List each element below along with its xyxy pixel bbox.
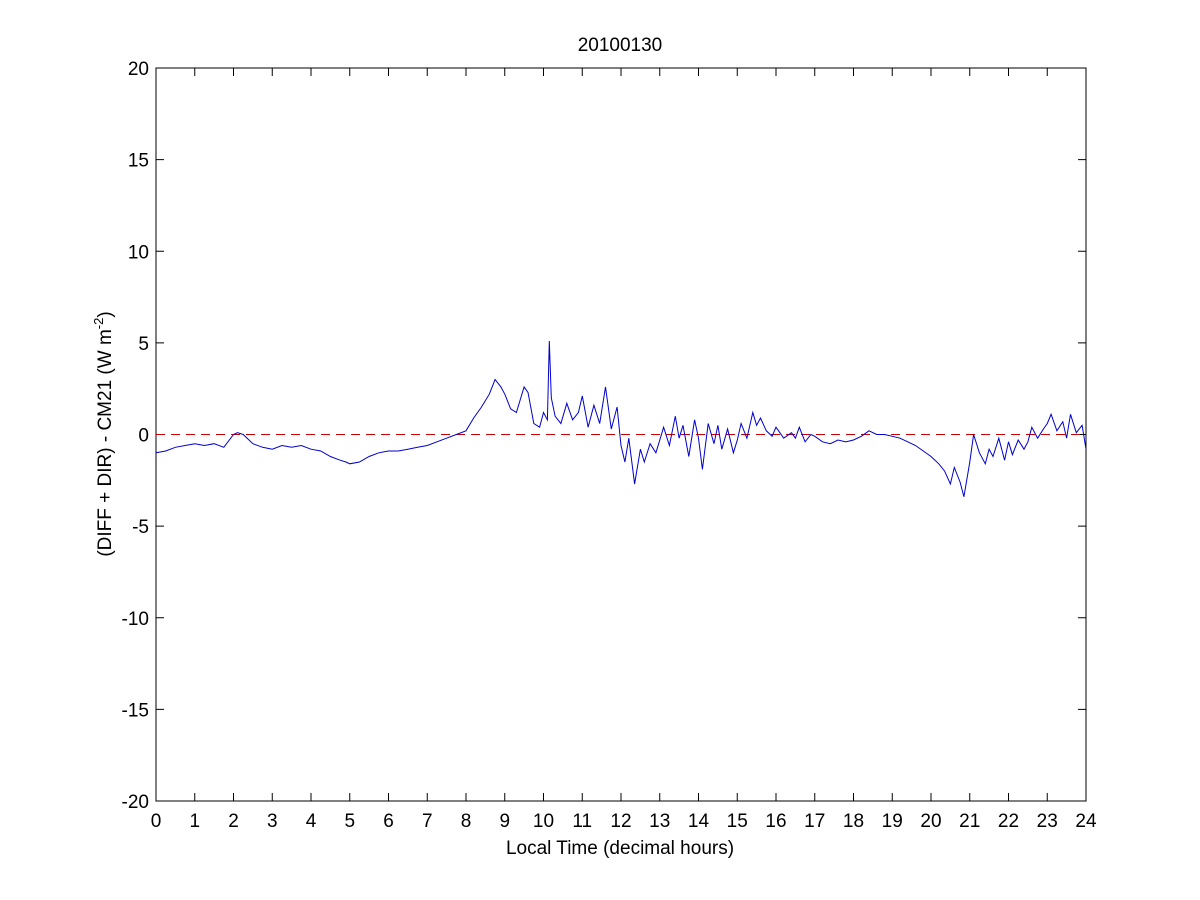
x-tick-label: 8 bbox=[461, 811, 472, 832]
y-axis-label: (DIFF + DIR) - CM21 (W m-2) bbox=[91, 311, 116, 556]
x-tick-label: 15 bbox=[727, 811, 748, 832]
x-tick-label: 24 bbox=[1075, 811, 1097, 832]
data-series-line bbox=[155, 340, 1087, 497]
y-tick-label: 15 bbox=[128, 151, 149, 172]
x-tick-label: 14 bbox=[688, 811, 710, 832]
y-tick-label: -10 bbox=[122, 609, 149, 630]
x-tick-label: 13 bbox=[649, 811, 670, 832]
x-tick-label: 16 bbox=[765, 811, 786, 832]
x-tick-label: 23 bbox=[1037, 811, 1058, 832]
y-axis-label-close: ) bbox=[95, 311, 116, 317]
x-tick-label: 3 bbox=[267, 811, 278, 832]
y-axis: -20 -15 -10 -5 0 5 10 15 20 bbox=[122, 59, 1086, 813]
y-axis-label-main: (DIFF + DIR) - CM21 (W m bbox=[95, 329, 116, 556]
x-tick-label: 17 bbox=[804, 811, 825, 832]
x-tick-label: 11 bbox=[572, 811, 592, 832]
x-tick-label: 10 bbox=[533, 811, 554, 832]
x-tick-label: 0 bbox=[151, 811, 162, 832]
x-tick-label: 19 bbox=[882, 811, 903, 832]
y-tick-label: -5 bbox=[132, 517, 149, 538]
x-tick-label: 9 bbox=[499, 811, 510, 832]
y-tick-label: 5 bbox=[138, 334, 149, 355]
x-tick-label: 20 bbox=[920, 811, 941, 832]
x-tick-label: 12 bbox=[610, 811, 631, 832]
y-tick-label: 0 bbox=[138, 426, 149, 447]
y-tick-label: 10 bbox=[128, 242, 149, 263]
x-tick-label: 1 bbox=[189, 811, 200, 832]
chart-title: 20100130 bbox=[578, 35, 663, 56]
y-tick-label: -20 bbox=[122, 792, 149, 813]
x-tick-label: 21 bbox=[959, 811, 980, 832]
x-tick-label: 7 bbox=[422, 811, 433, 832]
y-tick-label: -15 bbox=[122, 700, 149, 721]
x-tick-label: 6 bbox=[383, 811, 394, 832]
x-axis: 0 1 2 3 4 5 6 7 8 9 10 11 12 13 14 15 16 17 18 19 20 21 22 23 24 bbox=[151, 68, 1097, 832]
x-tick-label: 22 bbox=[998, 811, 1019, 832]
y-axis-label-superscript: -2 bbox=[91, 318, 106, 330]
y-tick-label: 20 bbox=[128, 59, 149, 80]
x-tick-label: 4 bbox=[306, 811, 317, 832]
x-axis-label: Local Time (decimal hours) bbox=[506, 838, 734, 859]
x-tick-label: 5 bbox=[344, 811, 355, 832]
x-tick-label: 18 bbox=[843, 811, 864, 832]
x-tick-label: 2 bbox=[228, 811, 239, 832]
